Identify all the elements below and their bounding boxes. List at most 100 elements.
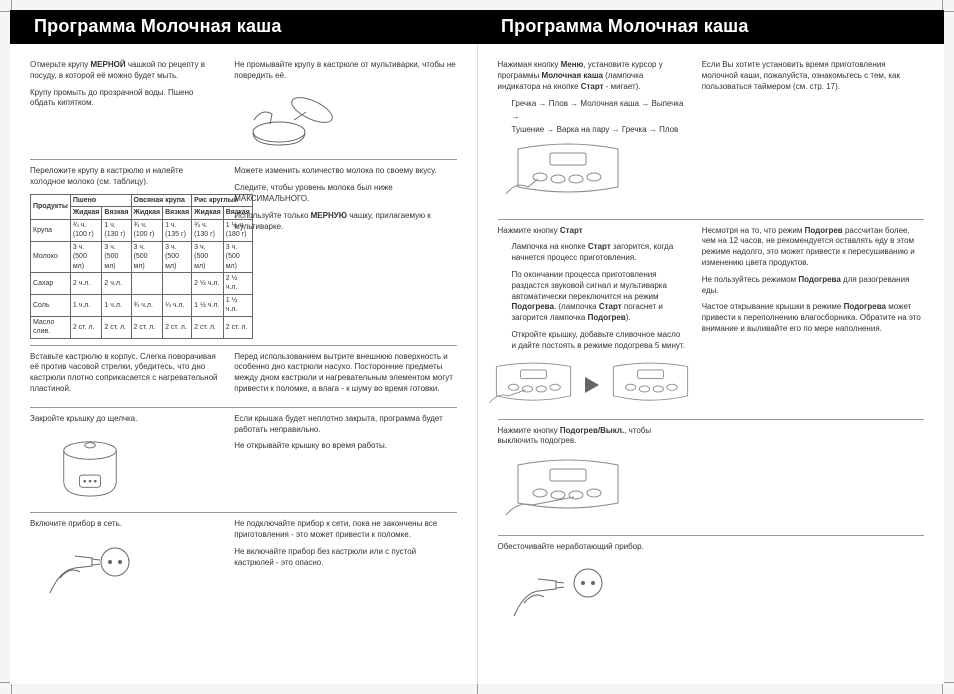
- step-row: Вставьте кастрюлю в корпус. Слегка повор…: [30, 346, 457, 408]
- table-cell: ¾ ч.л.: [131, 294, 163, 316]
- text-bold: Старт: [581, 82, 604, 91]
- table-cell: 2 ½ ч.л.: [192, 273, 224, 295]
- table-cell: [131, 273, 163, 295]
- text: Лампочка на кнопке: [512, 242, 586, 251]
- table-cell: 3 ч. (500 мл): [102, 241, 131, 272]
- plug-in-icon: [30, 538, 150, 598]
- multicooker-icon: [30, 433, 150, 503]
- text-bold: Подогрев/Выкл.: [560, 426, 624, 435]
- text: Используйте только: [234, 211, 308, 220]
- right-page: Нажимая кнопку Меню, установите курсор у…: [477, 44, 945, 684]
- text: Переложите крупу в кастрюлю и налейте хо…: [30, 166, 218, 188]
- manual-spread: Программа Молочная каша Программа Молочн…: [10, 10, 944, 684]
- text-bold: МЕРНОЙ: [91, 60, 126, 69]
- table-cell: 1 ч.л.: [102, 294, 131, 316]
- table-cell: ¼ ч.л.: [163, 294, 192, 316]
- text: Частое открывание крышки в режиме: [702, 302, 842, 311]
- table-row: Соль1 ч.л.1 ч.л.¾ ч.л.¼ ч.л.1 ½ ч.л.1 ½ …: [31, 294, 253, 316]
- table-cell: 2 ч.л.: [102, 273, 131, 295]
- table-cell: 2 ст. л.: [192, 316, 224, 338]
- table-row: Молоко3 ч. (500 мл)3 ч. (500 мл)3 ч. (50…: [31, 241, 253, 272]
- text: Перед использованием вытрите внешнюю пов…: [234, 352, 456, 395]
- table-cell: 3 ч. (500 мл): [192, 241, 224, 272]
- program-flow: Тушение → Варка на пару → Гречка → Плов: [498, 124, 686, 137]
- table-header: Вязкая: [163, 207, 192, 219]
- text-bold: Старт: [560, 226, 583, 235]
- text: Отмерьте крупу: [30, 60, 88, 69]
- table-header: Жидкая: [70, 207, 102, 219]
- text: - мигает).: [606, 82, 641, 91]
- table-row: Масло слив.2 ст. л.2 ст. л.2 ст. л.2 ст.…: [31, 316, 253, 338]
- ingredients-table: Продукты Пшено Овсяная крупа Рис круглый…: [30, 194, 253, 339]
- table-row: Сахар2 ч.л.2 ч.л.2 ½ ч.л.2 ½ ч.л.: [31, 273, 253, 295]
- text-bold: Молочная каша: [542, 71, 603, 80]
- text: По окончании процесса приготовления разд…: [512, 270, 667, 301]
- text: Следите, чтобы уровень молока был ниже М…: [234, 183, 456, 205]
- step-row: Нажмите кнопку Подогрев/Выкл., чтобы вык…: [498, 420, 925, 536]
- content-area: Отмерьте крупу МЕРНОЙ чашкой по рецепту …: [10, 44, 944, 684]
- table-header: Вязкая: [102, 207, 131, 219]
- text-bold: Подогрева: [844, 302, 886, 311]
- text: Крупу промыть до прозрачной воды. Пшено …: [30, 88, 218, 110]
- table-cell: Крупа: [31, 219, 71, 241]
- panel-transition-icon: [498, 358, 686, 413]
- step-row: Переложите крупу в кастрюлю и налейте хо…: [30, 160, 457, 345]
- table-cell: Сахар: [31, 273, 71, 295]
- step-row: Нажимая кнопку Меню, установите курсор у…: [498, 54, 925, 220]
- table-row: Крупа¾ ч. (100 г)1 ч. (130 г)¾ ч. (100 г…: [31, 219, 253, 241]
- text-bold: Старт: [599, 302, 622, 311]
- text: (лампочка: [558, 302, 596, 311]
- table-cell: [163, 273, 192, 295]
- left-page: Отмерьте крупу МЕРНОЙ чашкой по рецепту …: [10, 44, 477, 684]
- text-bold: МЕРНУЮ: [311, 211, 347, 220]
- table-cell: 2 ч.л.: [70, 273, 102, 295]
- text: Не промывайте крупу в кастрюле от мульти…: [234, 60, 456, 82]
- table-cell: 1 ч. (130 г): [102, 219, 131, 241]
- table-cell: 3 ч. (500 мл): [163, 241, 192, 272]
- text: Нажмите кнопку: [498, 426, 558, 435]
- step-row: Отмерьте крупу МЕРНОЙ чашкой по рецепту …: [30, 54, 457, 160]
- control-panel-press-icon: [498, 455, 638, 525]
- table-cell: 1 ч. (135 г): [163, 219, 192, 241]
- header-bar: Программа Молочная каша Программа Молочн…: [10, 10, 944, 44]
- text: Если крышка будет неплотно закрыта, прог…: [234, 414, 456, 436]
- table-header: Пшено: [70, 194, 131, 206]
- text: Нажмите кнопку: [498, 226, 558, 235]
- table-header: Продукты: [31, 194, 71, 219]
- table-cell: 2 ст. л.: [131, 316, 163, 338]
- text-bold: Подогрев: [588, 313, 626, 322]
- table-cell: 3 ч. (500 мл): [70, 241, 102, 272]
- text: Не включайте прибор без кастрюли или с п…: [234, 547, 456, 569]
- text: Не открывайте крышку во время работы.: [234, 441, 456, 452]
- step-row: Включите прибор в сеть. Не подключайте п…: [30, 513, 457, 608]
- text-bold: Подогрева: [798, 275, 840, 284]
- table-cell: 2 ст. л.: [70, 316, 102, 338]
- table-cell: 2 ст. л.: [163, 316, 192, 338]
- text: Можете изменить количество молока по сво…: [234, 166, 456, 177]
- step-row: Нажмите кнопку Старт Лампочка на кнопке …: [498, 220, 925, 420]
- table-cell: ¾ ч. (100 г): [70, 219, 102, 241]
- text: Нажимая кнопку: [498, 60, 559, 69]
- table-header: Жидкая: [192, 207, 224, 219]
- table-header: Жидкая: [131, 207, 163, 219]
- pot-open-icon: [234, 90, 354, 150]
- table-cell: ¾ ч. (130 г): [192, 219, 224, 241]
- table-cell: Соль: [31, 294, 71, 316]
- unplug-icon: [498, 561, 618, 621]
- text-bold: Подогрева: [512, 302, 554, 311]
- table-header: Овсяная крупа: [131, 194, 192, 206]
- text: Не пользуйтесь режимом: [702, 275, 796, 284]
- text: Не подключайте прибор к сети, пока не за…: [234, 519, 456, 541]
- control-panel-icon: [498, 139, 638, 209]
- text-bold: Подогрев: [805, 226, 843, 235]
- table-cell: Молоко: [31, 241, 71, 272]
- page-title-right: Программа Молочная каша: [477, 10, 944, 44]
- table-cell: 1 ч.л.: [70, 294, 102, 316]
- page-title-left: Программа Молочная каша: [10, 10, 477, 44]
- text-bold: Меню: [561, 60, 584, 69]
- arrow-right-icon: [585, 377, 599, 393]
- text: Включите прибор в сеть.: [30, 519, 218, 530]
- text: Вставьте кастрюлю в корпус. Слегка повор…: [30, 352, 218, 395]
- table-cell: 3 ч. (500 мл): [131, 241, 163, 272]
- text-bold: Старт: [588, 242, 611, 251]
